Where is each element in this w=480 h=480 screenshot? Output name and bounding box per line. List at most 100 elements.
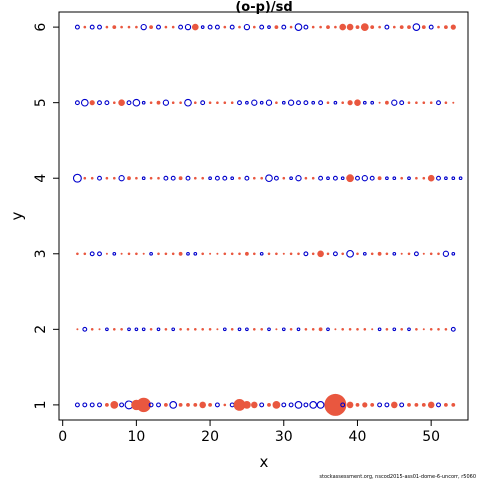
residual-point-negative	[169, 401, 178, 409]
residual-point-positive	[223, 252, 227, 256]
chart-title: (o-p)/sd	[235, 0, 292, 15]
residual-point-positive	[400, 176, 404, 180]
residual-point-negative	[369, 175, 375, 181]
residual-point-positive	[289, 252, 293, 256]
residual-point-positive	[407, 101, 411, 104]
residual-point-positive	[186, 328, 190, 331]
residual-point-positive	[113, 101, 116, 104]
residual-point-negative	[267, 327, 271, 332]
residual-point-negative	[214, 402, 220, 408]
residual-point-positive	[149, 328, 153, 331]
residual-point-positive	[341, 101, 345, 104]
residual-point-negative	[326, 327, 330, 332]
residual-point-positive	[157, 252, 160, 256]
residual-point-positive	[378, 25, 381, 29]
residual-point-negative	[104, 100, 110, 106]
residual-point-positive	[354, 99, 361, 106]
residual-point-negative	[384, 402, 390, 408]
residual-point-positive	[209, 252, 212, 255]
residual-point-positive	[194, 101, 197, 104]
residual-point-positive	[253, 176, 256, 180]
residual-point-positive	[178, 403, 183, 407]
residual-point-negative	[281, 402, 287, 408]
residual-point-positive	[356, 252, 359, 256]
residual-point-positive	[120, 252, 123, 255]
x-tick-label: 10	[127, 429, 145, 445]
residual-point-positive	[135, 176, 138, 180]
x-tick-label: 40	[349, 429, 367, 445]
residual-point-negative	[132, 98, 141, 107]
residual-point-negative	[74, 24, 80, 30]
residual-point-negative	[355, 175, 360, 181]
residual-point-negative	[178, 24, 184, 30]
residual-point-negative	[243, 23, 251, 31]
residual-point-negative	[318, 100, 324, 106]
residual-point-positive	[98, 328, 101, 331]
residual-point-positive	[377, 176, 382, 181]
residual-point-positive	[201, 328, 204, 331]
residual-point-positive	[251, 401, 258, 409]
residual-point-positive	[319, 25, 322, 29]
residual-point-negative	[303, 251, 309, 257]
residual-point-negative	[222, 175, 228, 181]
residual-point-negative	[186, 251, 190, 256]
residual-point-negative	[370, 100, 375, 105]
residual-point-positive	[164, 25, 168, 29]
residual-point-positive	[399, 25, 404, 29]
x-axis: 0 10 20 30 40 50	[58, 420, 440, 445]
plot-frame	[58, 11, 469, 421]
residual-point-positive	[230, 252, 234, 256]
residual-point-negative	[200, 25, 205, 29]
residual-point-positive	[274, 25, 279, 29]
residual-point-positive	[304, 328, 308, 331]
residual-point-negative	[156, 24, 161, 30]
residual-point-positive	[326, 252, 330, 256]
residual-point-negative	[162, 99, 170, 106]
residual-point-negative	[311, 100, 316, 105]
residual-point-positive	[385, 100, 389, 105]
residual-point-positive	[324, 393, 347, 416]
residual-point-negative	[332, 251, 338, 257]
residual-point-positive	[171, 25, 175, 29]
residual-point-negative	[273, 175, 279, 181]
residual-point-positive	[444, 101, 448, 104]
residual-point-negative	[294, 401, 303, 409]
residual-point-positive	[178, 176, 183, 181]
residual-point-positive	[370, 403, 375, 407]
residual-point-positive	[444, 328, 448, 331]
residual-point-positive	[422, 101, 426, 104]
residual-point-negative	[141, 327, 146, 332]
residual-point-negative	[245, 327, 249, 332]
residual-point-positive	[429, 101, 433, 104]
residual-point-positive	[339, 23, 347, 31]
residual-point-positive	[289, 328, 293, 331]
residual-point-positive	[149, 25, 154, 29]
y-tick-label: 2	[33, 325, 49, 334]
residual-point-negative	[377, 402, 383, 408]
residual-point-positive	[105, 403, 109, 407]
residual-point-positive	[186, 403, 190, 407]
residual-point-negative	[333, 100, 338, 105]
residual-point-negative	[134, 327, 139, 332]
residual-point-positive	[267, 252, 271, 256]
residual-point-negative	[412, 23, 421, 31]
residual-point-positive	[216, 252, 219, 255]
y-tick-label: 5	[33, 98, 49, 107]
x-tick-label: 30	[275, 429, 293, 445]
residual-point-negative	[281, 24, 287, 30]
residual-point-negative	[303, 100, 309, 106]
residual-point-positive	[427, 401, 435, 409]
x-tick-label: 0	[58, 429, 67, 445]
residual-point-negative	[214, 24, 220, 30]
residual-point-negative	[287, 99, 295, 106]
residual-point-positive	[164, 252, 168, 256]
residual-point-negative	[288, 402, 294, 408]
residual-point-negative	[289, 176, 293, 181]
residual-point-positive	[341, 328, 345, 331]
residual-point-positive	[437, 252, 440, 256]
residual-point-positive	[192, 23, 199, 31]
residual-point-negative	[259, 100, 264, 105]
residual-point-negative	[407, 176, 411, 181]
residual-point-positive	[421, 25, 426, 29]
y-tick-label: 6	[33, 23, 49, 32]
